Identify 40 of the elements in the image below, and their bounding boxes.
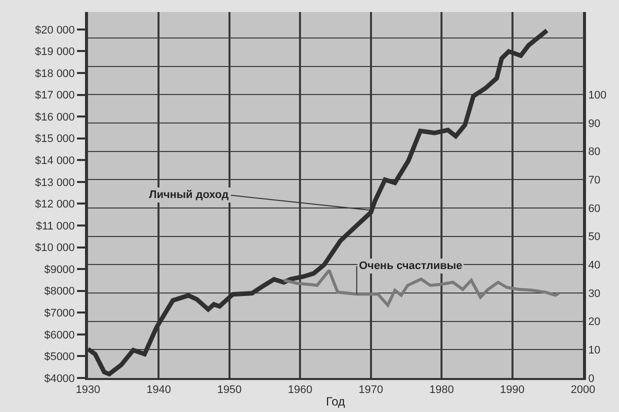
annotation: Очень счастливые <box>359 260 462 272</box>
y-tick-label: $12 000 <box>35 198 75 211</box>
y-tick-label: $9000 <box>44 264 75 276</box>
x-tick-label: 1940 <box>146 384 171 396</box>
x-tick-label: 1990 <box>500 384 525 396</box>
y-tick-label: $6000 <box>44 329 75 342</box>
annotation: Личный доход <box>149 189 229 201</box>
y-tick-label: $17 000 <box>35 90 75 102</box>
y2-tick-label: 20 <box>588 316 600 328</box>
y-tick-label: $13 000 <box>35 176 75 189</box>
y2-tick-label: 10 <box>588 344 600 357</box>
y-tick-label: $8000 <box>44 286 75 298</box>
x-tick-label: 1970 <box>358 384 384 396</box>
y2-tick-label: 60 <box>588 202 600 215</box>
y2-tick-label: 50 <box>588 231 600 244</box>
y2-tick-label: 70 <box>588 174 600 187</box>
y2-tick-label: 80 <box>588 146 600 158</box>
x-tick-label: 2000 <box>570 384 596 396</box>
x-tick-label: 1980 <box>429 384 454 396</box>
y-tick-label: $7000 <box>44 307 75 320</box>
y-tick-label: $18 000 <box>35 68 75 80</box>
line-series <box>282 268 560 307</box>
y-tick-label: $14 000 <box>35 154 75 167</box>
x-tick-label: 1960 <box>288 384 312 396</box>
y2-tick-label: 90 <box>588 118 600 130</box>
x-tick-label: 1950 <box>217 384 242 396</box>
y-tick-label: $5000 <box>44 351 75 364</box>
y2-tick-label: 40 <box>588 260 600 272</box>
x-tick-label: 1930 <box>76 384 100 396</box>
y-tick-label: $15 000 <box>35 133 75 146</box>
y-tick-label: $4000 <box>44 372 75 385</box>
y-tick-label: $19 000 <box>35 46 75 58</box>
y-tick-label: $16 000 <box>35 111 75 124</box>
y-tick-label: $11 000 <box>36 220 75 232</box>
y2-tick-label: 100 <box>588 90 607 102</box>
x-axis-title: Год <box>326 394 346 409</box>
y-tick-label: $10 000 <box>35 242 75 254</box>
y2-tick-label: 0 <box>588 372 594 385</box>
y2-tick-label: 30 <box>588 288 600 300</box>
y-tick-label: $20 000 <box>35 24 75 36</box>
